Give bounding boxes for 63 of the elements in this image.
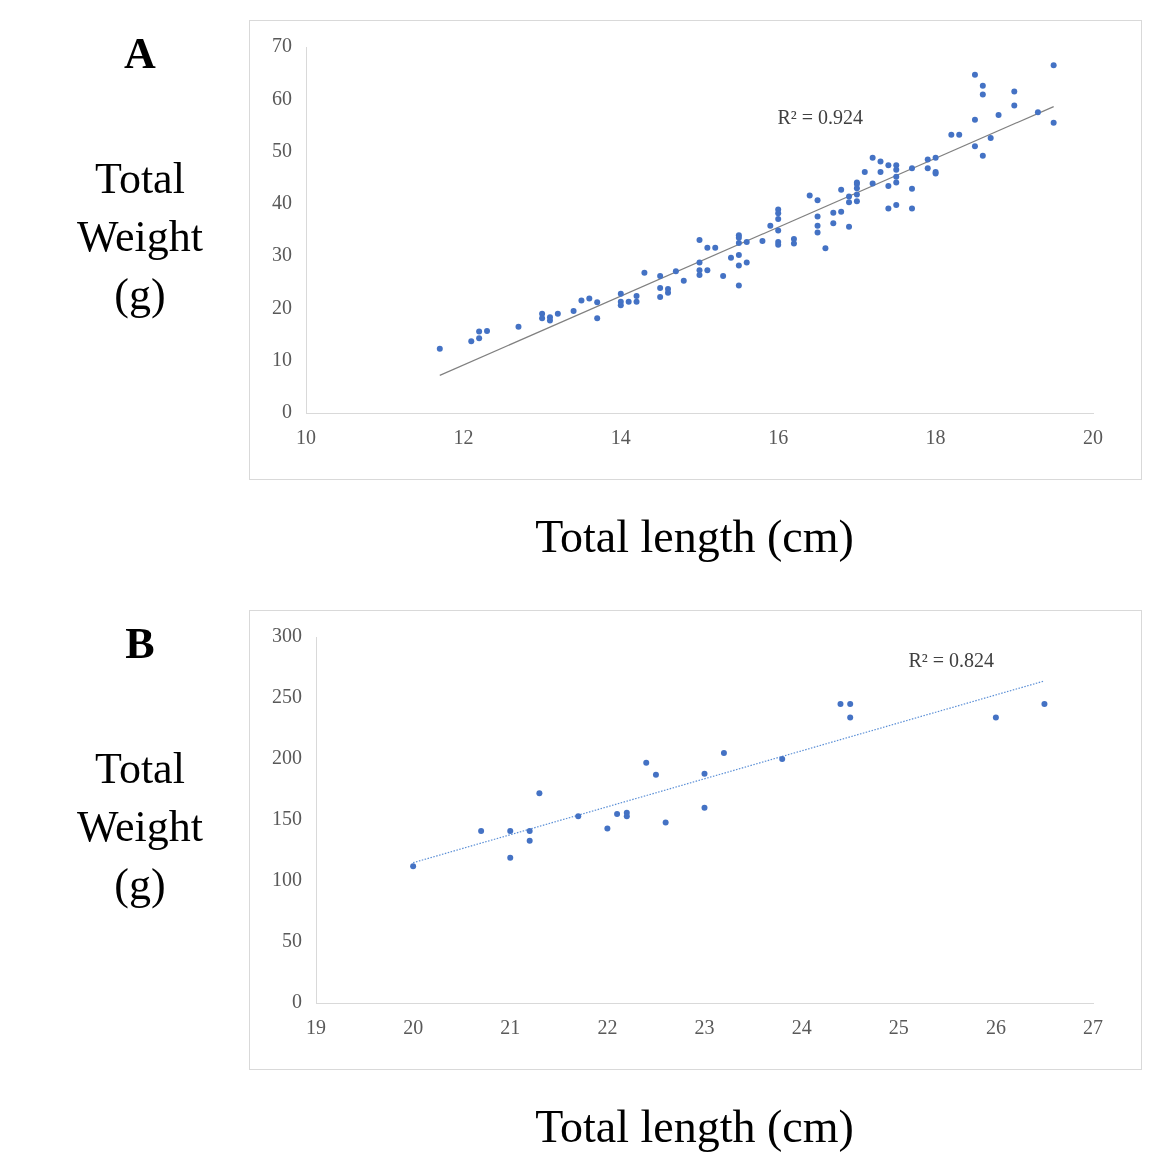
point [779, 756, 786, 762]
x-tick-label: 20 [1083, 426, 1103, 449]
x-tick-label: 24 [791, 1016, 812, 1039]
point [847, 714, 854, 721]
y-tick-label: 250 [272, 685, 302, 708]
x-tick-label: 22 [597, 1016, 618, 1039]
x-tick-label: 25 [888, 1016, 909, 1039]
y-axis-title: Total Weight (g) [76, 153, 204, 321]
x-tick-label: 14 [610, 426, 631, 449]
chart-title: B [124, 618, 156, 669]
y-tick-label: 60 [272, 86, 292, 109]
y-tick-label: 0 [282, 400, 292, 423]
x-tick-label: 23 [694, 1016, 715, 1039]
y-tick-label: 150 [272, 807, 302, 830]
annotation: R² = 0.824 [908, 648, 995, 671]
point [410, 863, 417, 870]
y-tick-label: 20 [272, 295, 292, 318]
x-tick-label: 16 [768, 426, 789, 449]
x-tick-label: 20 [403, 1016, 424, 1039]
point [652, 771, 659, 778]
point [720, 749, 727, 756]
y-tick-label: 30 [272, 243, 292, 266]
x-tick-label: 12 [453, 426, 474, 449]
point [701, 770, 708, 777]
point [507, 854, 514, 861]
y-tick-label: 200 [272, 746, 302, 769]
y-axis-title: Total Weight (g) [76, 743, 204, 911]
point [526, 837, 533, 844]
annotation: R² = 0.924 [777, 106, 864, 129]
point [992, 714, 999, 721]
panel-frame: 19 20 21 22 23 24 25 26 27 0 50 100 150 200 250 300 R² = 0.824 [249, 610, 1142, 1070]
y-tick-label: 0 [292, 990, 302, 1013]
y-tick-label: 50 [272, 138, 292, 161]
y-tick-label: 10 [272, 347, 292, 370]
y-tick-label: 70 [272, 34, 292, 57]
y-tick-label: 100 [272, 868, 302, 891]
point [662, 819, 669, 826]
point [623, 813, 630, 820]
x-axis-title: Total length (cm) [534, 1100, 855, 1153]
x-tick-label: 27 [1083, 1016, 1103, 1039]
x-axis-title: Total length (cm) [534, 510, 855, 563]
point [847, 701, 854, 708]
point [526, 827, 533, 834]
point [1041, 701, 1048, 708]
point [701, 804, 708, 811]
point [478, 827, 485, 834]
point [614, 810, 621, 817]
point [837, 701, 844, 708]
point [575, 813, 582, 820]
y-tick-label: 300 [272, 624, 302, 647]
point [604, 825, 611, 832]
point [643, 759, 650, 766]
point [536, 790, 543, 797]
x-tick-label: 21 [500, 1016, 521, 1039]
y-tick-label: 50 [282, 929, 302, 952]
chart-title: A [123, 28, 157, 79]
x-tick-label: 19 [306, 1016, 326, 1039]
panel-frame: 10 12 14 16 18 20 0 10 20 30 40 50 60 70 R² = 0.924 [249, 20, 1142, 480]
x-tick-label: 10 [296, 426, 316, 449]
y-tick-label: 40 [272, 191, 292, 214]
x-tick-label: 18 [925, 426, 946, 449]
x-tick-label: 26 [985, 1016, 1006, 1039]
point [507, 827, 514, 834]
